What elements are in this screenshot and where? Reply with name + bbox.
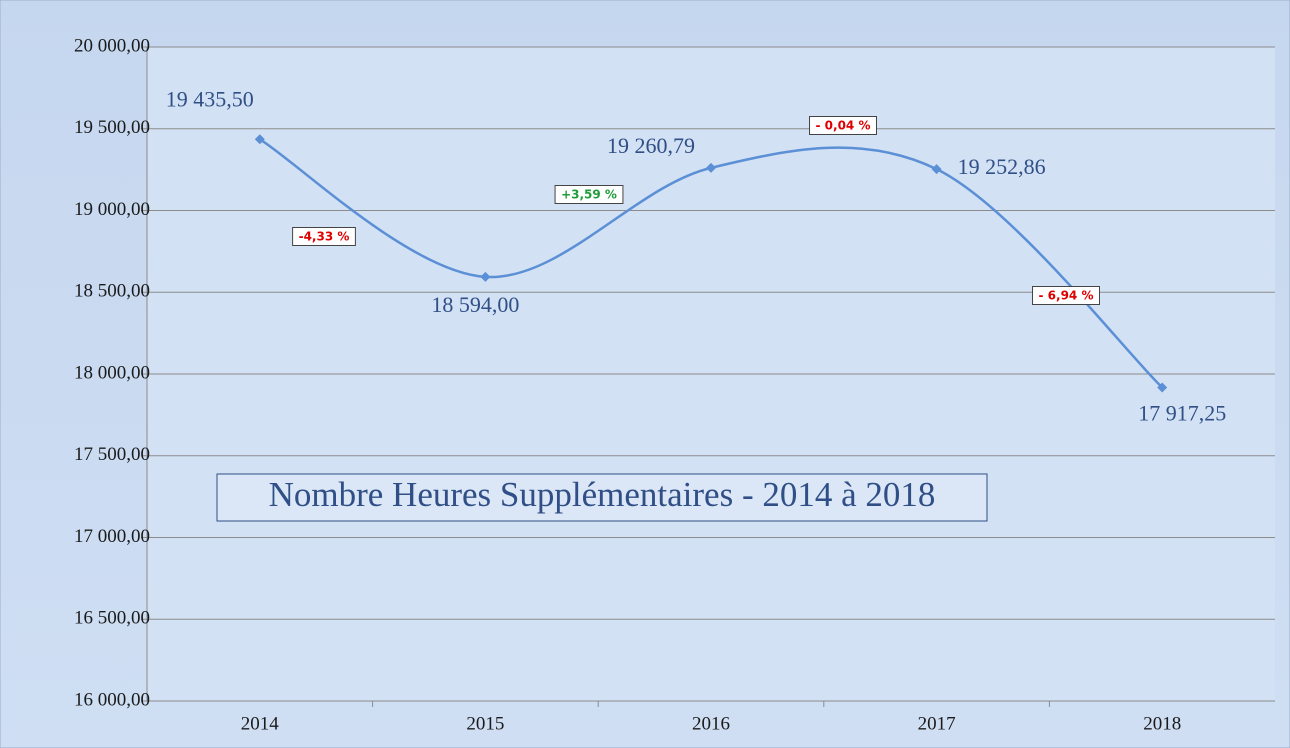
change-label-box bbox=[1032, 286, 1100, 305]
y-tick-label: 18 500,00 bbox=[74, 281, 150, 302]
y-tick-label: 16 000,00 bbox=[74, 689, 150, 710]
y-tick-label: 19 500,00 bbox=[74, 117, 150, 138]
change-label: -4,33 % bbox=[299, 230, 350, 244]
y-tick-label: 17 000,00 bbox=[74, 526, 150, 547]
data-label: 19 252,86 bbox=[958, 154, 1046, 179]
x-tick-label: 2015 bbox=[466, 713, 504, 734]
data-label: 17 917,25 bbox=[1138, 401, 1226, 426]
y-tick-label: 19 000,00 bbox=[74, 199, 150, 220]
data-point bbox=[1157, 382, 1168, 393]
change-label-box bbox=[809, 116, 877, 135]
data-point bbox=[931, 164, 942, 175]
change-label: +3,59 % bbox=[561, 188, 617, 202]
x-tick-label: 2016 bbox=[692, 713, 730, 734]
title-box bbox=[216, 473, 988, 522]
x-tick-label: 2018 bbox=[1143, 713, 1181, 734]
change-label-box bbox=[292, 227, 356, 246]
change-label: - 0,04 % bbox=[816, 119, 871, 133]
y-tick-label: 18 000,00 bbox=[74, 362, 150, 383]
y-tick-label: 20 000,00 bbox=[74, 35, 150, 56]
x-tick-label: 2014 bbox=[241, 713, 280, 734]
x-tick-label: 2017 bbox=[918, 713, 956, 734]
data-label: 19 260,79 bbox=[607, 133, 695, 158]
data-label: 19 435,50 bbox=[166, 86, 254, 111]
y-tick-label: 17 500,00 bbox=[74, 444, 150, 465]
change-label-box bbox=[554, 185, 624, 204]
data-point bbox=[706, 162, 716, 173]
change-label: - 6,94 % bbox=[1039, 289, 1094, 303]
chart-title: Nombre Heures Supplémentaires - 2014 à 2… bbox=[269, 475, 936, 514]
data-label: 18 594,00 bbox=[431, 292, 519, 317]
data-point bbox=[254, 134, 265, 145]
y-tick-label: 16 500,00 bbox=[74, 608, 150, 629]
data-point bbox=[480, 271, 491, 282]
